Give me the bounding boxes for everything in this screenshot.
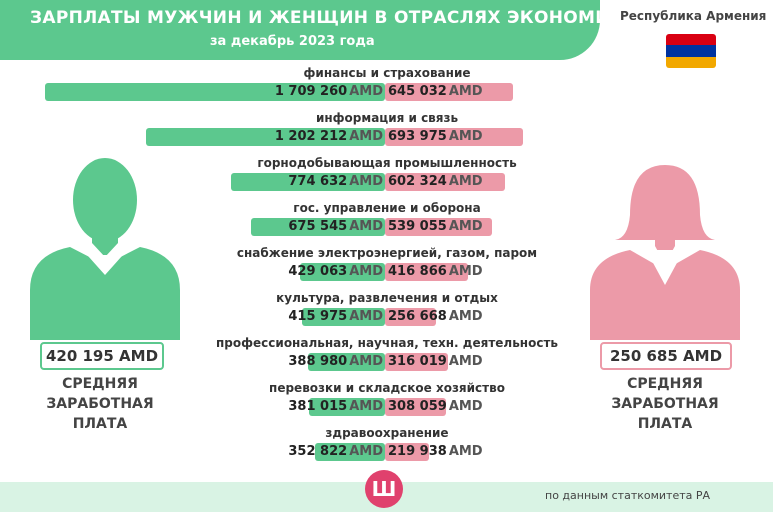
male-value-label: 1 202 212 AMD: [274, 129, 383, 144]
women-average-box: 250 685 AMD: [600, 342, 732, 370]
flag-stripe-red: [666, 34, 716, 46]
female-value-label: 539 055 AMD: [388, 219, 483, 234]
women-average-unit: AMD: [683, 347, 723, 365]
male-value-label: 774 632 AMD: [288, 174, 383, 189]
male-value-label: 352 822 AMD: [288, 444, 383, 459]
male-value-label: 675 545 AMD: [288, 219, 383, 234]
female-value-label: 308 059 AMD: [388, 399, 483, 414]
male-bar: [145, 128, 385, 146]
sector-label: горнодобывающая промышленность: [257, 156, 517, 170]
female-bar: [385, 353, 448, 371]
women-average-value: 250 685: [609, 347, 678, 365]
male-bar: [299, 263, 385, 281]
woman-silhouette-icon: [590, 165, 740, 340]
armenia-flag-icon: [666, 34, 716, 68]
sector-label: перевозки и складское хозяйство: [269, 381, 505, 395]
female-bar: [385, 263, 468, 281]
men-average-value: 420 195: [45, 347, 114, 365]
men-average-unit: AMD: [119, 347, 159, 365]
female-value-label: 645 032 AMD: [388, 84, 483, 99]
male-bar: [314, 443, 385, 461]
country-label: Республика Армения: [620, 9, 767, 23]
female-bar: [385, 83, 514, 101]
female-bar: [385, 443, 429, 461]
sector-label: информация и связь: [315, 111, 459, 125]
female-value-label: 219 938 AMD: [388, 444, 483, 459]
header-band: [0, 0, 600, 60]
male-value-label: 415 975 AMD: [288, 309, 383, 324]
sector-label: снабжение электроэнергией, газом, паром: [236, 246, 538, 260]
female-bar: [385, 128, 524, 146]
male-bar: [302, 308, 385, 326]
men-average-label: СРЕДНЯЯ ЗАРАБОТНАЯ ПЛАТА: [46, 376, 154, 432]
male-bar: [230, 173, 385, 191]
male-value-label: 381 015 AMD: [288, 399, 383, 414]
man-silhouette-icon: [30, 158, 180, 340]
male-value-label: 1 709 260 AMD: [274, 84, 383, 99]
women-average-label: СРЕДНЯЯ ЗАРАБОТНАЯ ПЛАТА: [611, 376, 719, 432]
female-value-label: 256 668 AMD: [388, 309, 483, 324]
sector-label: финансы и страхование: [303, 66, 471, 80]
flag-stripe-orange: [666, 56, 716, 68]
male-bar: [45, 83, 385, 101]
male-value-label: 429 063 AMD: [288, 264, 383, 279]
male-bar: [250, 218, 385, 236]
men-average-box: 420 195 AMD: [40, 342, 164, 370]
male-bar: [307, 353, 385, 371]
sector-label: культура, развлечения и отдых: [276, 291, 498, 305]
male-bar: [309, 398, 385, 416]
female-value-label: 316 019 AMD: [388, 354, 483, 369]
brand-logo: Ш: [365, 470, 403, 508]
female-value-label: 416 866 AMD: [388, 264, 483, 279]
sector-label: профессиональная, научная, техн. деятель…: [216, 336, 558, 350]
female-bar: [385, 398, 447, 416]
male-value-label: 388 980 AMD: [288, 354, 383, 369]
female-bar: [385, 218, 493, 236]
page-title: ЗАРПЛАТЫ МУЖЧИН И ЖЕНЩИН В ОТРАСЛЯХ ЭКОН…: [30, 8, 639, 28]
source-note: по данным статкомитета РА: [545, 489, 711, 502]
female-bar: [385, 308, 437, 326]
female-bar: [385, 173, 505, 191]
female-value-label: 602 324 AMD: [388, 174, 483, 189]
female-value-label: 693 975 AMD: [388, 129, 483, 144]
sector-label: здравоохранение: [325, 426, 449, 440]
page-subtitle: за декабрь 2023 года: [210, 34, 375, 49]
sector-label: гос. управление и оборона: [293, 201, 481, 215]
flag-stripe-blue: [666, 45, 716, 57]
